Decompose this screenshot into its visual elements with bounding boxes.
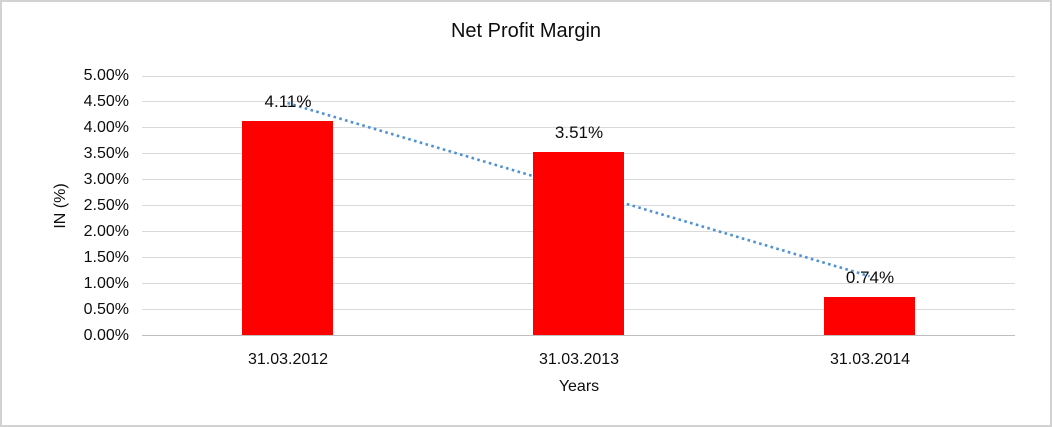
x-axis-title: Years — [558, 378, 600, 395]
bar — [824, 297, 915, 335]
y-tick-label: 0.00% — [83, 327, 129, 344]
bar-value-label: 0.74% — [845, 268, 895, 287]
y-tick-label: 2.00% — [83, 223, 129, 240]
trendline-path — [287, 101, 870, 278]
x-tick-label: 31.03.2013 — [538, 351, 620, 368]
y-tick-label: 1.00% — [83, 275, 129, 292]
y-tick-label: 1.50% — [83, 249, 129, 266]
trendline — [287, 101, 870, 278]
y-tick-label: 4.50% — [83, 93, 129, 110]
plot-area: 4.11% 3.51% 0.74% — [142, 76, 1015, 336]
bar — [533, 152, 624, 335]
x-tick-label: 31.03.2012 — [247, 351, 329, 368]
y-tick-label: 3.00% — [83, 171, 129, 188]
gridline — [142, 101, 1015, 102]
y-tick-label: 2.50% — [83, 197, 129, 214]
chart-title: Net Profit Margin — [450, 20, 602, 42]
y-tick-label: 4.00% — [83, 119, 129, 136]
y-tick-label: 3.50% — [83, 145, 129, 162]
bar-value-label: 3.51% — [554, 123, 604, 142]
x-tick-label: 31.03.2014 — [829, 351, 911, 368]
gridline — [142, 76, 1015, 77]
bar — [242, 121, 333, 335]
y-tick-label: 0.50% — [83, 301, 129, 318]
bar-value-label: 4.11% — [264, 92, 312, 111]
y-tick-label: 5.00% — [83, 67, 129, 84]
gridline — [142, 127, 1015, 128]
x-axis-line — [142, 335, 1015, 336]
